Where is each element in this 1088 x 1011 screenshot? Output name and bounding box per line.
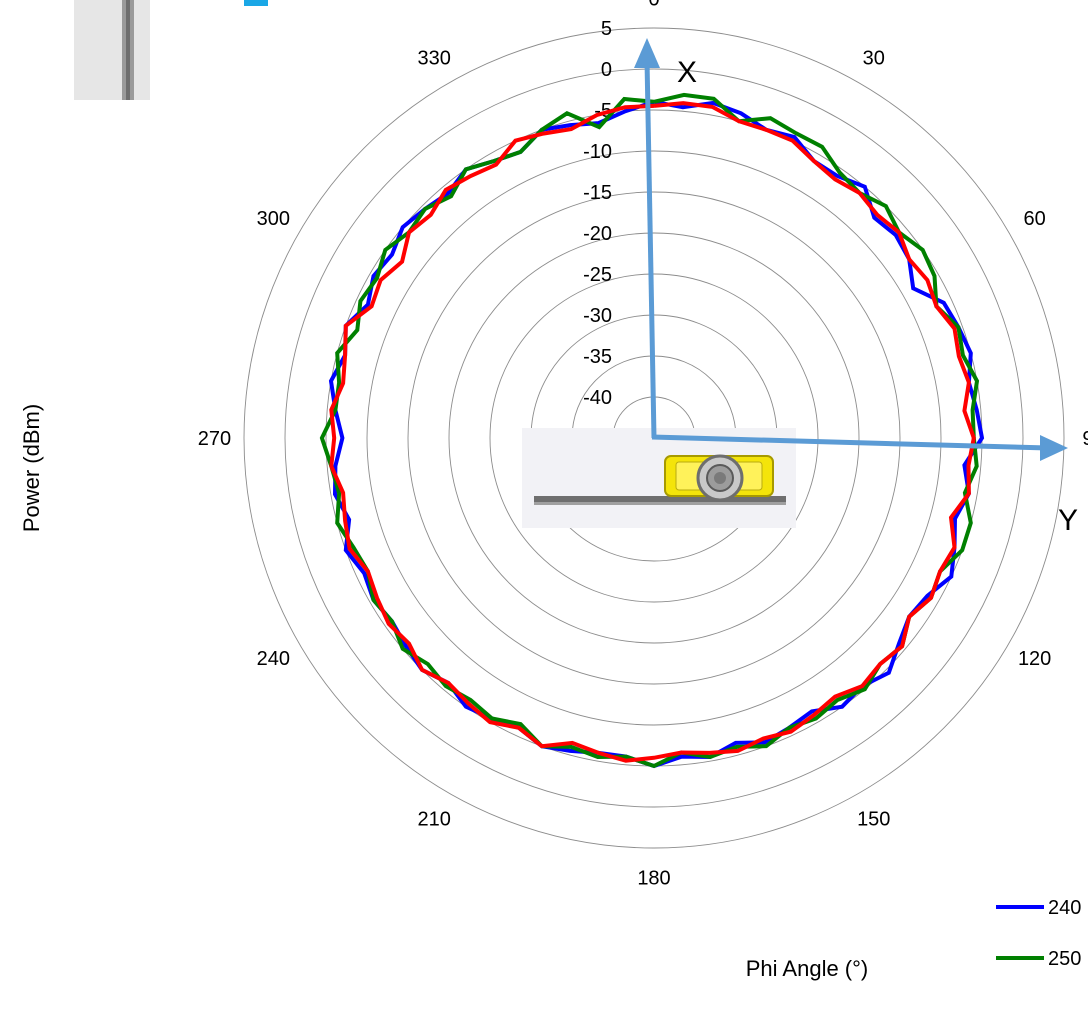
x-axis-arrowhead <box>634 38 660 68</box>
radial-tick-labels: 50-5-10-15-20-25-30-35-40 <box>583 18 612 409</box>
angle-tick-label: 150 <box>857 809 890 831</box>
legend-label-250: 250 <box>1048 948 1081 970</box>
legend-label-240: 240 <box>1048 897 1081 919</box>
angle-tick-labels: 0 30 60 90 120 150 180 210 240 270 300 330 <box>198 0 1088 890</box>
radial-tick-label: 5 <box>601 18 612 40</box>
partial-image-fragment <box>74 0 150 100</box>
device-image <box>522 428 796 528</box>
y-axis-title: Power (dBm) <box>19 404 44 532</box>
angle-tick-label: 330 <box>418 47 451 69</box>
angle-tick-label: 90 <box>1082 428 1088 450</box>
angle-tick-label: 180 <box>637 868 670 890</box>
grid-ring <box>366 150 942 726</box>
legend: 240 250 <box>996 897 1081 970</box>
radial-tick-label: -30 <box>583 305 612 327</box>
x-axis-title: Phi Angle (°) <box>746 956 869 981</box>
radial-tick-label: -20 <box>583 223 612 245</box>
x-axis-arrow <box>644 59 657 439</box>
angle-tick-label: 300 <box>257 208 290 230</box>
angle-tick-label: 240 <box>257 648 290 670</box>
radial-tick-label: -25 <box>583 264 612 286</box>
angle-tick-label: 60 <box>1024 208 1046 230</box>
series-line-250 <box>319 92 980 769</box>
angle-tick-label: 270 <box>198 428 231 450</box>
angle-tick-label: 120 <box>1018 648 1051 670</box>
y-axis-arrowhead <box>1040 435 1068 461</box>
grid-ring <box>243 27 1065 849</box>
radial-tick-label: -10 <box>583 141 612 163</box>
angle-tick-label: 30 <box>863 47 885 69</box>
data-series <box>319 92 985 769</box>
grid-ring <box>407 191 901 685</box>
series-line-unnamed-2 <box>329 101 976 763</box>
radial-tick-label: -40 <box>583 387 612 409</box>
y-axis-arrow <box>651 434 1049 451</box>
radial-tick-label: -35 <box>583 346 612 368</box>
blue-corner-mark <box>244 0 268 6</box>
radial-tick-label: -15 <box>583 182 612 204</box>
axis-arrows <box>634 38 1068 461</box>
angle-tick-label: 210 <box>418 809 451 831</box>
grid-ring <box>489 273 819 603</box>
angle-tick-label: 0 <box>648 0 659 10</box>
radial-tick-label: 0 <box>601 59 612 81</box>
grid-ring <box>284 68 1024 808</box>
x-axis-overlay-label: X <box>677 56 697 89</box>
grid-ring <box>448 232 860 644</box>
y-axis-overlay-label: Y <box>1058 504 1078 537</box>
